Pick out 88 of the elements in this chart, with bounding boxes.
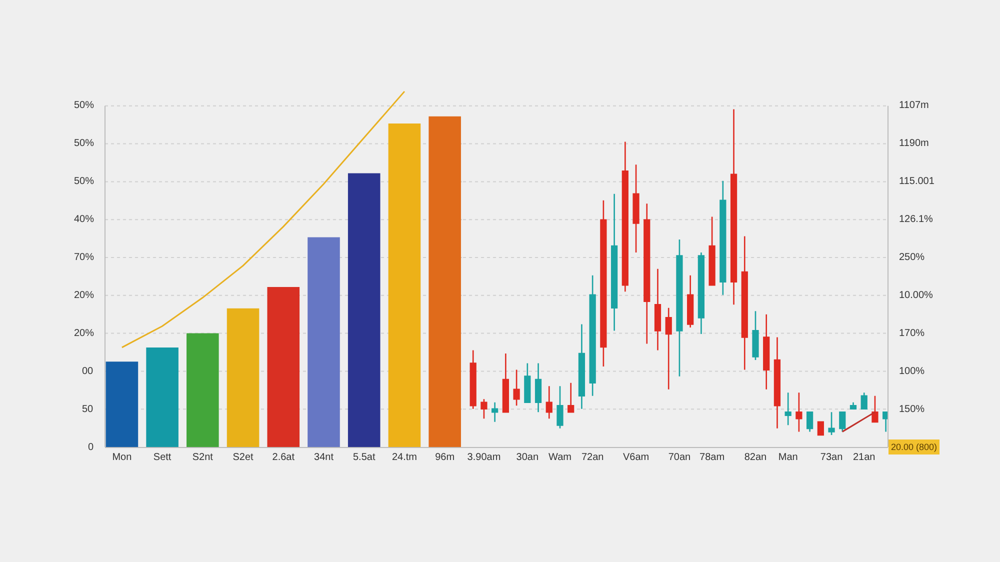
candlestick bbox=[665, 307, 672, 390]
candlestick bbox=[556, 385, 564, 430]
candlestick bbox=[752, 310, 759, 361]
x-tick-label: 30an bbox=[516, 452, 539, 463]
candlestick bbox=[470, 350, 476, 410]
text: 1107m bbox=[899, 100, 929, 111]
bar bbox=[146, 347, 178, 447]
text: 40% bbox=[74, 214, 94, 225]
x-tick-label: 24.tm bbox=[392, 452, 417, 463]
x-tick-label: 70an bbox=[668, 452, 691, 463]
x-tick-label: Sett bbox=[153, 452, 172, 463]
candlestick bbox=[708, 216, 716, 286]
text: 50% bbox=[74, 176, 94, 187]
text: 20% bbox=[74, 290, 94, 301]
x-tick-label: S2nt bbox=[192, 452, 214, 463]
candlestick bbox=[687, 274, 694, 328]
candlestick bbox=[610, 193, 618, 332]
candlestick bbox=[589, 274, 596, 397]
text: 00 bbox=[82, 366, 94, 377]
candlestick bbox=[632, 164, 640, 254]
text: 1190m bbox=[899, 138, 929, 149]
candlestick bbox=[784, 392, 792, 426]
text: 20% bbox=[74, 328, 94, 339]
bar bbox=[308, 237, 340, 447]
candlestick bbox=[741, 236, 748, 370]
bar bbox=[186, 333, 219, 447]
x-tick-label: 96m bbox=[435, 452, 455, 463]
text: 70% bbox=[74, 252, 94, 263]
candlestick bbox=[502, 352, 509, 413]
candlestick bbox=[698, 252, 704, 335]
candlestick bbox=[882, 412, 888, 432]
bar bbox=[428, 116, 461, 447]
x-tick-label: Wam bbox=[548, 452, 572, 463]
text: 20.00 (800) bbox=[891, 442, 938, 452]
bar bbox=[106, 362, 138, 447]
candlestick bbox=[806, 412, 814, 432]
text: 50% bbox=[74, 138, 94, 149]
candlestick bbox=[796, 392, 802, 432]
candlestick bbox=[534, 362, 542, 413]
x-tick-label: 34nt bbox=[314, 452, 334, 463]
x-tick-label: V6am bbox=[622, 452, 650, 463]
candlestick bbox=[644, 203, 650, 344]
text: 100% bbox=[899, 366, 925, 377]
candlestick bbox=[524, 362, 531, 404]
candlestick bbox=[817, 421, 824, 436]
text: 250% bbox=[899, 252, 925, 263]
bar bbox=[388, 123, 421, 447]
x-tick-label: S2et bbox=[232, 452, 254, 463]
x-tick-label: 3.90am bbox=[467, 452, 501, 463]
candlestick bbox=[828, 412, 835, 436]
x-tick-label: 73an bbox=[820, 452, 843, 463]
x-tick-label: 21an bbox=[852, 452, 876, 463]
text: 50% bbox=[74, 100, 94, 111]
bar bbox=[348, 173, 380, 447]
candlestick bbox=[513, 369, 520, 406]
x-tick-label: Man bbox=[778, 452, 798, 463]
text: 150% bbox=[899, 404, 925, 415]
candlestick bbox=[654, 268, 662, 351]
x-tick-label: 2.6at bbox=[272, 452, 295, 463]
candlestick bbox=[850, 402, 857, 410]
text: 115.001 bbox=[899, 176, 935, 187]
candlestick bbox=[578, 324, 586, 410]
candlestick bbox=[480, 398, 488, 420]
candlestick bbox=[730, 108, 738, 306]
x-tick-label: 5.5at bbox=[352, 452, 376, 463]
candlestick bbox=[568, 382, 574, 413]
x-tick-label: 82an bbox=[744, 452, 767, 463]
x-tick-label: Mon bbox=[112, 452, 132, 463]
candlestick bbox=[860, 392, 868, 410]
text: 50 bbox=[82, 404, 94, 415]
candlestick bbox=[720, 180, 726, 296]
text: 170% bbox=[899, 328, 925, 339]
bar bbox=[226, 308, 260, 447]
bar bbox=[267, 287, 300, 447]
candlestick bbox=[492, 402, 498, 423]
text: 0 bbox=[88, 442, 94, 453]
candlestick bbox=[622, 141, 628, 292]
candlestick bbox=[676, 238, 683, 377]
text: 10.00% bbox=[899, 290, 934, 301]
candlestick bbox=[600, 200, 607, 368]
candlestick bbox=[872, 395, 878, 423]
x-tick-label: 78am bbox=[700, 452, 725, 463]
x-tick-label: 72an bbox=[581, 452, 604, 463]
candlestick bbox=[839, 412, 846, 432]
candlestick bbox=[546, 385, 552, 420]
candlestick bbox=[763, 314, 770, 390]
candlestick bbox=[774, 336, 781, 430]
text: 126.1% bbox=[899, 214, 934, 225]
